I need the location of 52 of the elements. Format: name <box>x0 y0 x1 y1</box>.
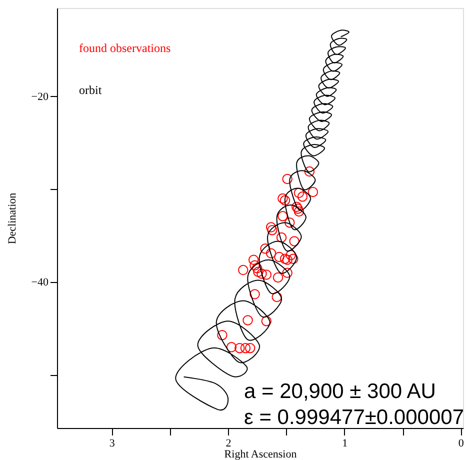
point <box>266 248 276 258</box>
point <box>272 272 284 283</box>
point <box>280 195 290 206</box>
point <box>274 252 284 262</box>
point <box>267 224 278 236</box>
point <box>240 342 251 354</box>
point <box>250 289 260 300</box>
x-tick-label: 1 <box>342 438 348 450</box>
point <box>248 254 259 265</box>
point <box>252 263 262 274</box>
point <box>278 211 288 222</box>
point <box>282 174 292 184</box>
point <box>261 270 272 280</box>
y-tick-label: −40 <box>31 276 49 289</box>
point <box>276 232 287 243</box>
text: orbit <box>79 83 102 97</box>
point <box>238 264 248 276</box>
point <box>294 188 304 198</box>
point <box>278 193 288 204</box>
point <box>282 254 292 265</box>
point <box>272 292 282 302</box>
point <box>261 316 272 326</box>
point <box>234 342 245 354</box>
text: found observations <box>79 41 171 55</box>
point <box>253 266 264 277</box>
x-tick-label: 3 <box>109 438 116 450</box>
x-axis-title: Right Ascension <box>224 448 298 460</box>
point <box>286 250 296 260</box>
point <box>226 342 237 352</box>
point <box>304 166 315 177</box>
point <box>245 342 256 354</box>
point <box>242 315 253 326</box>
point <box>260 244 270 254</box>
point <box>280 254 290 264</box>
y-tick-label: −20 <box>31 90 49 103</box>
point <box>308 186 318 198</box>
point <box>282 268 292 278</box>
x-tick-label: 2 <box>226 438 232 450</box>
y-axis-title: Declination <box>6 192 18 244</box>
x-tick-label: 0 <box>458 438 464 450</box>
line-series <box>175 30 350 410</box>
annotation: ε = 0.999477±0.000007 <box>244 406 464 429</box>
point <box>250 260 260 270</box>
point <box>289 236 300 246</box>
point <box>284 218 295 228</box>
annotation: a = 20,900 ± 300 AU <box>244 380 436 403</box>
point <box>256 268 267 279</box>
point <box>217 330 228 340</box>
point <box>294 206 304 217</box>
point <box>266 222 276 232</box>
point <box>297 192 308 202</box>
point <box>288 254 298 264</box>
